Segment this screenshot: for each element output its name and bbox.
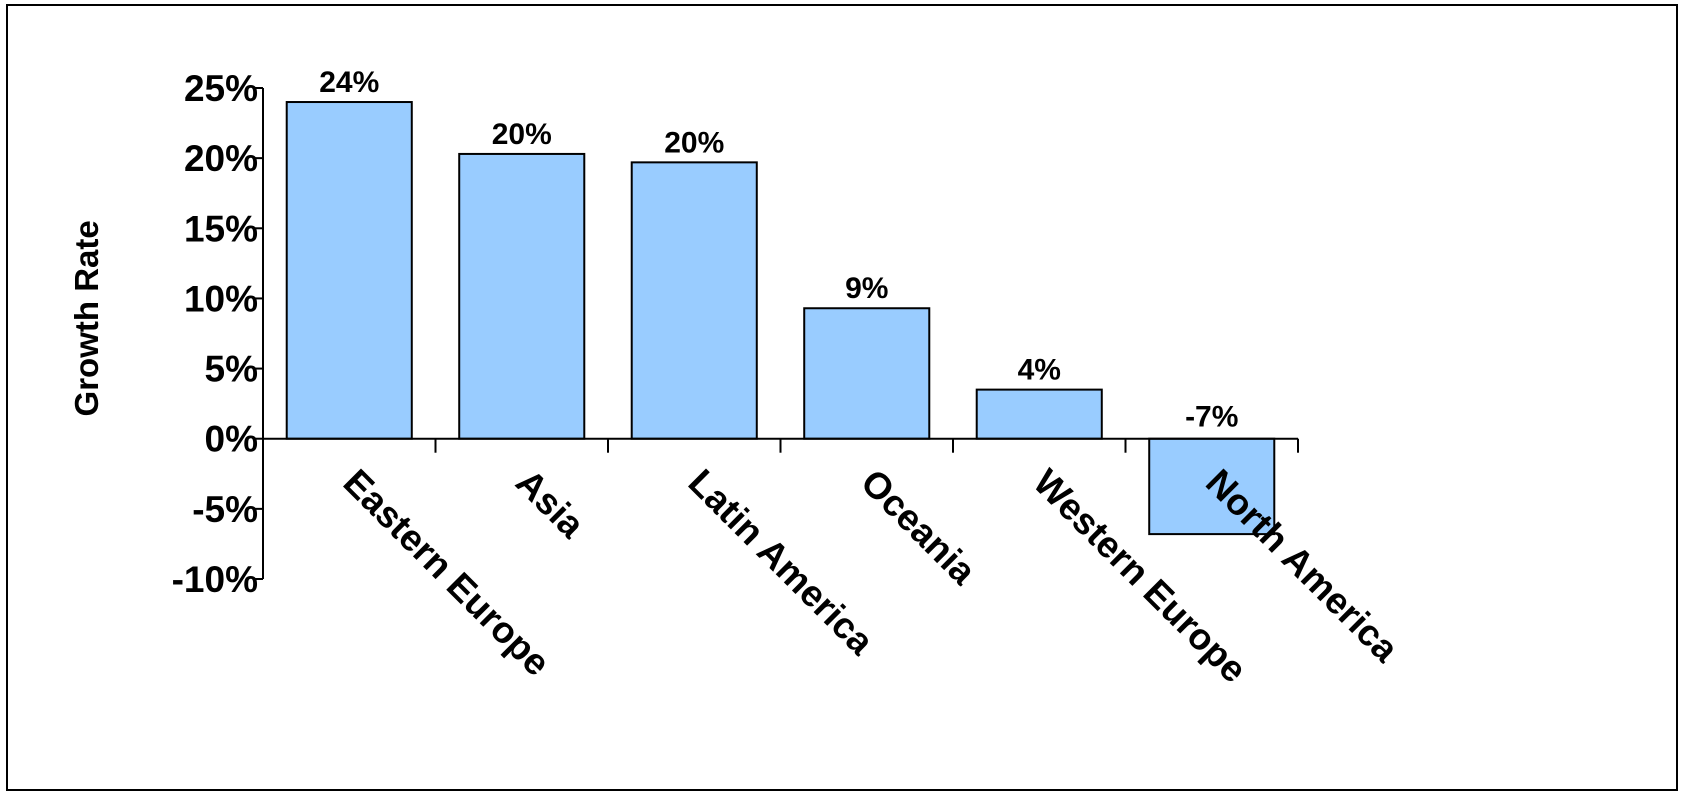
bar-latin-america bbox=[630, 161, 758, 440]
y-ticks-group: 25% 20% 15% 10% 5% 0% -5% -10% bbox=[172, 68, 263, 600]
y-tick-label: 0% bbox=[205, 419, 258, 460]
y-tick-label: 15% bbox=[184, 208, 258, 249]
data-label: 20% bbox=[664, 126, 724, 159]
chart-frame: Growth Rate 25% 20% 15% 10% 5% 0% -5% -10% East… bbox=[6, 4, 1678, 791]
x-category-label: Asia bbox=[508, 461, 593, 546]
data-label: 24% bbox=[319, 66, 379, 99]
data-label: 9% bbox=[845, 272, 888, 305]
bar-asia bbox=[458, 152, 586, 440]
data-label: -7% bbox=[1185, 401, 1238, 434]
data-labels-group: 24% 20% 20% 9% 4% -7% bbox=[319, 66, 1238, 434]
y-tick-label: 10% bbox=[184, 278, 258, 319]
bars-group bbox=[285, 101, 1276, 536]
y-tick-label: 25% bbox=[184, 68, 258, 109]
bar-western-europe bbox=[975, 388, 1103, 440]
y-tick-label: 5% bbox=[205, 349, 258, 390]
bar-north-america bbox=[1148, 437, 1276, 536]
bar-eastern-europe bbox=[285, 101, 413, 440]
y-tick-label: 20% bbox=[184, 138, 258, 179]
data-label: 20% bbox=[492, 118, 552, 151]
bar-chart: Growth Rate 25%20%15%10%5%0%-5%-10% East… bbox=[68, 66, 1407, 690]
y-axis-title: Growth Rate bbox=[68, 220, 105, 416]
data-label: 4% bbox=[1018, 354, 1061, 387]
x-category-label: Latin America bbox=[681, 461, 882, 662]
x-category-label: Oceania bbox=[853, 461, 984, 592]
y-tick-label: -5% bbox=[192, 489, 258, 530]
bar-oceania bbox=[803, 307, 931, 440]
y-tick-label: -10% bbox=[172, 559, 258, 600]
axes-group bbox=[262, 88, 1299, 579]
